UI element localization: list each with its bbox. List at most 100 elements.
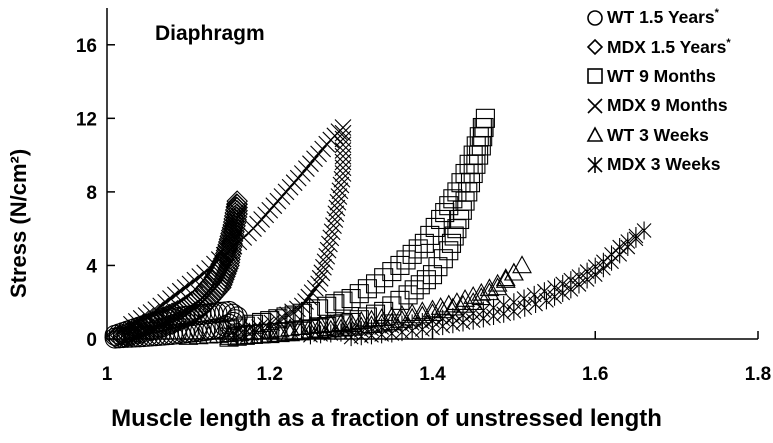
data-point: [152, 297, 170, 315]
legend-label: WT 1.5 Years: [607, 7, 715, 28]
data-point: [142, 304, 160, 321]
data-point: [155, 315, 178, 337]
data-point: [217, 257, 239, 279]
data-point: [410, 275, 430, 295]
data-point: [115, 325, 137, 348]
data-point: [326, 211, 344, 228]
data-point: [455, 289, 475, 307]
data-point: [302, 155, 319, 173]
data-point: [177, 306, 200, 328]
data-point: [289, 300, 306, 318]
data-point: [279, 306, 297, 324]
data-point: [284, 303, 301, 321]
data-point: [191, 268, 209, 285]
data-point: [186, 271, 204, 289]
x-tick-label: 1.2: [257, 364, 283, 385]
y-tick-label: 4: [86, 256, 97, 277]
data-point: [293, 165, 311, 182]
data-point: [225, 206, 248, 228]
data-point: [374, 268, 394, 288]
legend-item: WT 3 Weeks: [585, 121, 731, 150]
legend-label: MDX 1.5 Years: [607, 36, 727, 57]
legend-label: WT 9 Months: [607, 65, 716, 86]
data-point: [329, 193, 347, 211]
data-point: [333, 291, 353, 311]
data-point: [334, 119, 352, 136]
data-point: [414, 233, 434, 253]
data-point: [334, 165, 352, 182]
data-point: [537, 282, 552, 301]
data-point: [123, 315, 140, 333]
data-point: [166, 311, 189, 333]
data-point: [219, 245, 242, 268]
data-point: [439, 241, 459, 261]
data-point: [208, 324, 229, 343]
data-point: [211, 273, 233, 296]
data-point: [221, 230, 244, 252]
x-tick-label: 1.4: [419, 364, 446, 385]
legend-asterisk: *: [726, 36, 731, 49]
data-point: [479, 278, 500, 297]
data-point: [512, 255, 532, 274]
data-point: [215, 262, 237, 285]
data-point: [390, 255, 410, 275]
data-point: [162, 290, 179, 307]
data-point: [595, 259, 611, 278]
data-point: [539, 291, 554, 310]
data-point: [226, 203, 248, 225]
data-point: [306, 150, 323, 168]
data-point: [218, 251, 241, 274]
data-point: [147, 301, 165, 318]
data-point: [297, 160, 315, 177]
data-point: [112, 326, 135, 348]
data-point: [439, 196, 459, 216]
legend: WT 1.5 Years* MDX 1.5 Years* WT 9 Months…: [585, 3, 731, 179]
data-point: [416, 270, 436, 290]
data-point: [408, 239, 428, 259]
data-point: [587, 265, 603, 284]
data-point: [171, 282, 189, 300]
data-point: [321, 235, 338, 253]
data-point: [334, 153, 352, 171]
x-marker-icon: [587, 98, 603, 114]
data-point: [325, 217, 342, 234]
data-point: [330, 188, 348, 205]
legend-label: MDX 3 Weeks: [607, 154, 721, 175]
data-point: [528, 295, 543, 314]
data-point: [441, 233, 462, 253]
legend-item: WT 9 Months: [585, 62, 731, 91]
data-point: [402, 244, 422, 264]
data-point: [319, 241, 337, 259]
x-tick-label: 1.6: [582, 364, 608, 385]
data-point: [365, 274, 386, 294]
data-point: [224, 212, 247, 234]
legend-asterisk: *: [714, 7, 719, 20]
data-point: [404, 280, 424, 300]
data-point: [325, 294, 345, 314]
data-point: [280, 323, 301, 342]
data-point: [176, 279, 194, 296]
y-axis-label: Stress (N/cm²): [6, 148, 31, 298]
data-point: [517, 298, 533, 317]
data-point: [334, 147, 352, 165]
data-point: [198, 325, 219, 344]
data-point: [486, 307, 501, 326]
data-point: [223, 221, 245, 243]
data-point: [447, 219, 467, 239]
data-point: [224, 215, 246, 237]
data-point: [169, 309, 192, 332]
data-point: [249, 321, 270, 340]
data-point: [547, 287, 562, 306]
data-point: [268, 309, 288, 329]
triangle-marker-icon: [586, 126, 604, 143]
x-tick-label: 1.8: [745, 364, 771, 385]
diamond-marker-icon: [586, 38, 604, 56]
data-point: [479, 282, 500, 301]
data-point: [323, 223, 341, 241]
legend-label: WT 3 Weeks: [607, 124, 709, 145]
data-point: [290, 322, 311, 341]
legend-item: WT 1.5 Years*: [585, 3, 731, 32]
data-point: [310, 145, 327, 163]
data-point: [310, 275, 327, 293]
